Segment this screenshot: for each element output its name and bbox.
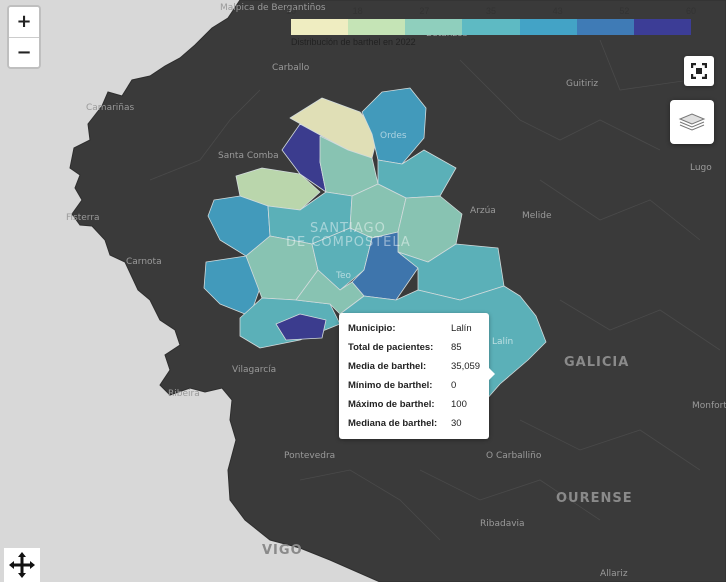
tooltip-value: 0	[451, 380, 457, 391]
city-label: SANTIAGO	[310, 221, 386, 236]
place-label: Pontevedra	[284, 451, 335, 461]
tooltip-label: Municipio:	[348, 323, 396, 334]
move-handle[interactable]	[4, 548, 40, 582]
legend-color-bar	[291, 19, 691, 35]
legend: 10 18 27 35 43 52 60 Distribución de barthel e…	[285, 6, 696, 47]
tooltip-row: Total de pacientes: 85	[348, 342, 483, 356]
tooltip-label: Media de barthel:	[348, 361, 427, 372]
legend-color-swatch	[633, 19, 691, 35]
municipality-region[interactable]	[361, 87, 427, 165]
place-label: Teo	[335, 271, 352, 281]
place-label: Guitiriz	[566, 79, 598, 89]
legend-tick-label: 10	[285, 6, 297, 16]
place-label: Melide	[522, 211, 552, 221]
place-label: Ribadavia	[480, 519, 525, 529]
tooltip-row: Media de barthel: 35,059	[348, 361, 483, 375]
place-label: Ordes	[380, 131, 407, 141]
city-label: VIGO	[262, 543, 303, 558]
place-label: Monforte	[692, 401, 726, 411]
municipality-region[interactable]	[275, 313, 327, 341]
place-label: Malpica de Bergantiños	[220, 3, 326, 13]
layers-button[interactable]	[670, 100, 714, 144]
legend-color-swatch	[405, 19, 463, 35]
legend-tick-label: 35	[485, 6, 497, 16]
move-icon	[9, 552, 35, 578]
region-label: GALICIA	[564, 355, 629, 370]
legend-tick-label: 18	[352, 6, 363, 16]
tooltip-row: Municipio: Lalín	[348, 323, 483, 337]
place-label: Carnota	[126, 257, 162, 267]
municipality-tooltip: Municipio: Lalín Total de pacientes: 85 Medi…	[339, 313, 495, 439]
legend-caption: Distribución de barthel en 2022	[291, 37, 416, 47]
tooltip-label: Total de pacientes:	[348, 342, 434, 353]
legend-tick-label: 60	[685, 6, 697, 16]
tooltip-value: 30	[451, 418, 462, 429]
tooltip-value: Lalín	[451, 323, 472, 334]
legend-tick-label: 52	[619, 6, 630, 16]
legend-ticks: 10 18 27 35 43 52 60	[285, 6, 696, 18]
place-label: Lalín	[492, 337, 513, 347]
tooltip-value: 85	[451, 342, 462, 353]
zoom-control: + −	[7, 5, 41, 69]
layers-icon	[678, 113, 706, 131]
tooltip-label: Máximo de barthel:	[348, 399, 435, 410]
legend-color-swatch	[348, 19, 406, 35]
tooltip-row: Mediana de barthel: 30	[348, 418, 483, 432]
tooltip-row: Mínimo de barthel: 0	[348, 380, 483, 394]
tooltip-value: 35,059	[451, 361, 481, 372]
legend-tick-label: 43	[552, 6, 563, 16]
municipality-region[interactable]	[295, 269, 365, 315]
city-label: OURENSE	[556, 491, 633, 506]
place-label: Santa Comba	[218, 151, 279, 161]
legend-color-swatch	[576, 19, 634, 35]
place-label: Fisterra	[66, 213, 100, 223]
place-label: Camariñas	[86, 103, 135, 113]
tooltip-label: Mediana de barthel:	[348, 418, 438, 429]
zoom-in-button[interactable]: +	[9, 7, 39, 37]
fullscreen-icon	[691, 63, 707, 79]
place-label: O Carballiño	[486, 451, 542, 461]
legend-color-swatch	[519, 19, 577, 35]
legend-tick-label: 27	[419, 6, 430, 16]
zoom-out-button[interactable]: −	[9, 37, 39, 67]
city-label: DE COMPOSTELA	[286, 235, 411, 250]
legend-color-swatch	[462, 19, 520, 35]
place-label: Ribeira	[168, 389, 200, 399]
tooltip-label: Mínimo de barthel:	[348, 380, 433, 391]
place-label: Lugo	[690, 163, 712, 173]
place-label: Carballo	[272, 63, 310, 73]
fullscreen-button[interactable]	[684, 56, 714, 86]
place-label: Allariz	[600, 569, 628, 579]
tooltip-value: 100	[451, 399, 467, 410]
place-label: Arzúa	[470, 206, 496, 216]
place-label: Vilagarcía	[232, 365, 276, 375]
tooltip-row: Máximo de barthel: 100	[348, 399, 483, 413]
legend-color-swatch	[291, 19, 349, 35]
